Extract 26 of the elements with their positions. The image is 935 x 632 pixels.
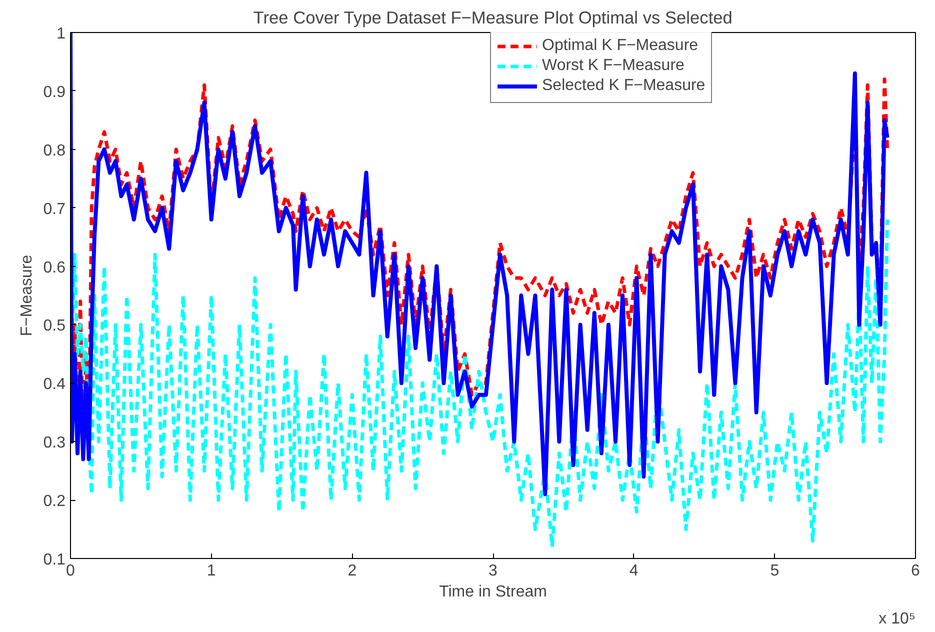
y-tick-label: 0.7 <box>43 200 66 218</box>
line-series <box>70 32 890 496</box>
x-tick-label: 3 <box>488 562 498 580</box>
line-series <box>70 218 890 549</box>
y-tick-label: 0.9 <box>43 84 66 101</box>
y-tick-label: 0.1 <box>43 552 66 568</box>
y-tick-label: 0.5 <box>43 318 66 335</box>
y-tick-label: 0.6 <box>43 259 66 276</box>
x-tick-label: 1 <box>206 562 216 580</box>
x-tick-label: 4 <box>629 562 638 580</box>
x-tick-label: 2 <box>348 562 357 580</box>
y-axis-title: F−Measure <box>18 254 36 336</box>
chart-title: Tree Cover Type Dataset F−Measure Plot Optimal vs Selected <box>253 8 732 28</box>
x-tick-label: 0 <box>66 562 76 580</box>
y-tick-label: 0.2 <box>43 493 66 510</box>
x-axis-title: Time in Stream <box>439 584 547 600</box>
text: x 10⁵ <box>878 610 916 628</box>
legend-label: Optimal K F−Measure <box>542 37 698 55</box>
y-tick-label: 0.4 <box>43 376 66 394</box>
y-tick-label: 0.3 <box>43 434 66 452</box>
x-tick-label: 5 <box>770 562 780 580</box>
legend-label: Selected K F−Measure <box>542 77 706 95</box>
x-tick-label: 6 <box>911 562 920 580</box>
y-tick-label: 1 <box>56 26 66 42</box>
legend-label: Worst K F−Measure <box>542 57 684 75</box>
y-tick-label: 0.8 <box>43 142 66 160</box>
